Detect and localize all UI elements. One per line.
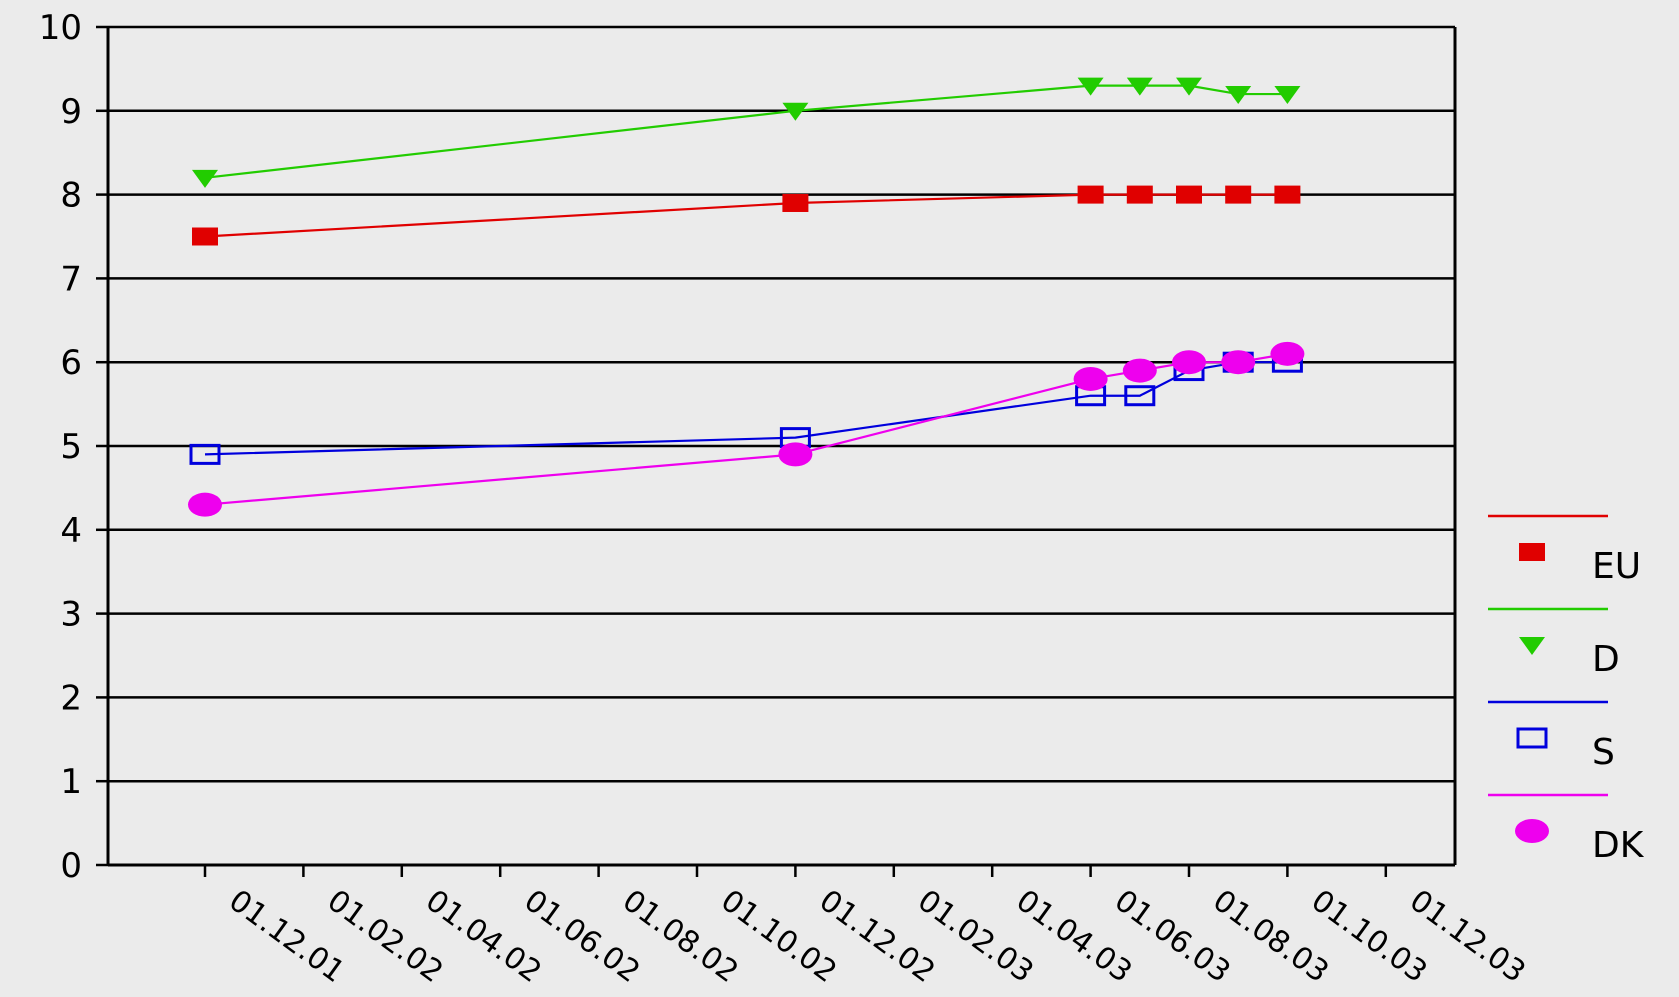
y-tick-labels: 0 1 2 3 4 5 6 7 8 9 10 bbox=[39, 8, 82, 886]
data-point-dk bbox=[1172, 350, 1206, 375]
data-point-dk bbox=[1221, 350, 1256, 375]
y-tick-label: 6 bbox=[60, 343, 82, 383]
legend-item-dk: DK bbox=[1488, 793, 1645, 866]
y-tick-label: 3 bbox=[60, 595, 82, 635]
data-point-dk bbox=[188, 492, 222, 517]
legend-label-s: S bbox=[1592, 732, 1615, 773]
data-point-d bbox=[782, 102, 809, 121]
legend-item-eu: EU bbox=[1488, 514, 1641, 587]
legend-marker-dk bbox=[1515, 819, 1549, 843]
legend-marker-s bbox=[1516, 727, 1548, 749]
y-tick-label: 4 bbox=[60, 511, 82, 551]
axes bbox=[96, 25, 1457, 877]
data-point-d bbox=[1225, 86, 1252, 105]
y-tick-label: 9 bbox=[60, 92, 82, 132]
x-tick-labels: 01.12.0101.02.0201.04.0201.06.0201.08.02… bbox=[222, 883, 1531, 990]
data-point-d bbox=[1126, 77, 1153, 96]
y-tick-label: 2 bbox=[60, 678, 82, 718]
data-point-d bbox=[1176, 77, 1202, 96]
data-point-s bbox=[189, 443, 221, 465]
data-point-dk bbox=[1122, 358, 1157, 383]
legend-marker-d bbox=[1519, 637, 1545, 655]
data-point-dk bbox=[778, 442, 813, 467]
y-tick-label: 1 bbox=[60, 762, 82, 802]
data-point-dk bbox=[1270, 341, 1305, 366]
data-point-d bbox=[1274, 86, 1301, 105]
legend-label-d: D bbox=[1592, 639, 1620, 680]
y-tick-label: 8 bbox=[60, 176, 82, 216]
data-point-s bbox=[1124, 385, 1156, 407]
data-point-dk bbox=[1073, 366, 1108, 391]
data-point-eu bbox=[1077, 185, 1104, 204]
data-point-eu bbox=[192, 227, 218, 246]
data-point-d bbox=[1077, 77, 1104, 96]
data-point-eu bbox=[782, 193, 809, 212]
legend-label-eu: EU bbox=[1592, 546, 1641, 587]
data-point-eu bbox=[1176, 185, 1202, 204]
data-point-eu bbox=[1126, 185, 1153, 204]
y-tick-label: 5 bbox=[60, 427, 82, 467]
data-point-d bbox=[192, 169, 218, 188]
series-line-d bbox=[204, 84, 1288, 179]
series-d bbox=[192, 77, 1301, 188]
data-point-eu bbox=[1225, 185, 1252, 204]
y-tick-label: 0 bbox=[60, 846, 82, 886]
y-tick-label: 7 bbox=[60, 259, 82, 299]
y-tick-label: 10 bbox=[39, 8, 82, 48]
legend: EU D S DK bbox=[1488, 514, 1645, 866]
series-line-eu bbox=[204, 193, 1288, 238]
series-dk bbox=[188, 341, 1305, 517]
legend-marker-eu bbox=[1519, 543, 1545, 561]
legend-item-s: S bbox=[1488, 700, 1615, 773]
legend-item-d: D bbox=[1488, 607, 1620, 680]
legend-label-dk: DK bbox=[1592, 825, 1645, 866]
data-point-eu bbox=[1274, 185, 1301, 204]
series-eu bbox=[192, 185, 1301, 246]
series-layer bbox=[188, 77, 1305, 517]
